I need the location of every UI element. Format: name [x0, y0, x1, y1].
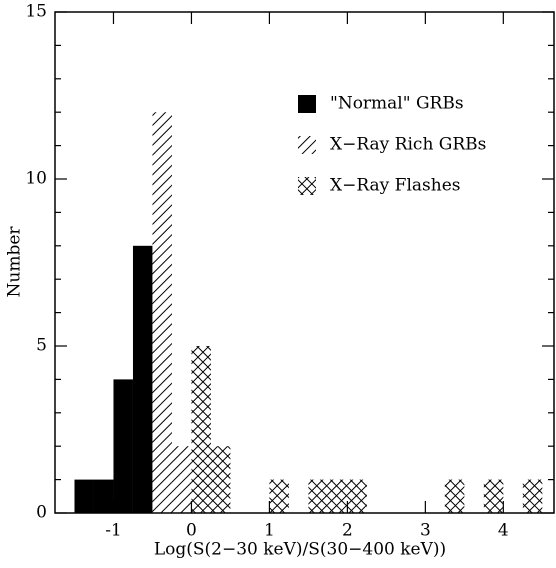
bar	[308, 479, 328, 513]
legend-label: "Normal" GRBs	[330, 94, 464, 114]
bar	[269, 479, 289, 513]
x-axis-label: Log(S(2−30 keV)/S(30−400 keV))	[154, 540, 446, 560]
legend-swatch	[298, 95, 316, 113]
x-tick-label: 3	[420, 521, 431, 541]
y-tick-label: 10	[25, 169, 47, 189]
bar	[444, 479, 465, 513]
bar	[522, 479, 543, 513]
x-tick-label: 1	[264, 521, 275, 541]
legend-swatch	[298, 177, 316, 195]
y-tick-label: 15	[25, 2, 47, 22]
bar	[74, 479, 94, 513]
x-tick-label: -1	[105, 521, 122, 541]
x-tick-label: 0	[186, 521, 197, 541]
bar	[132, 245, 153, 514]
bar	[347, 479, 367, 513]
legend-label: X−Ray Rich GRBs	[330, 135, 486, 155]
bar	[210, 446, 231, 513]
legend-swatch	[298, 136, 316, 154]
x-tick-label: 4	[498, 521, 509, 541]
y-axis-label: Number	[5, 226, 25, 298]
bar	[483, 479, 504, 513]
y-tick-label: 0	[36, 503, 47, 523]
plot-frame	[54, 11, 555, 514]
y-tick-label: 5	[36, 336, 47, 356]
bar	[191, 346, 211, 513]
bar	[113, 379, 133, 513]
legend-label: X−Ray Flashes	[330, 176, 461, 196]
bar	[327, 479, 348, 513]
bar	[93, 479, 114, 513]
bar	[152, 112, 172, 513]
x-tick-label: 2	[342, 521, 353, 541]
bar	[171, 446, 192, 513]
